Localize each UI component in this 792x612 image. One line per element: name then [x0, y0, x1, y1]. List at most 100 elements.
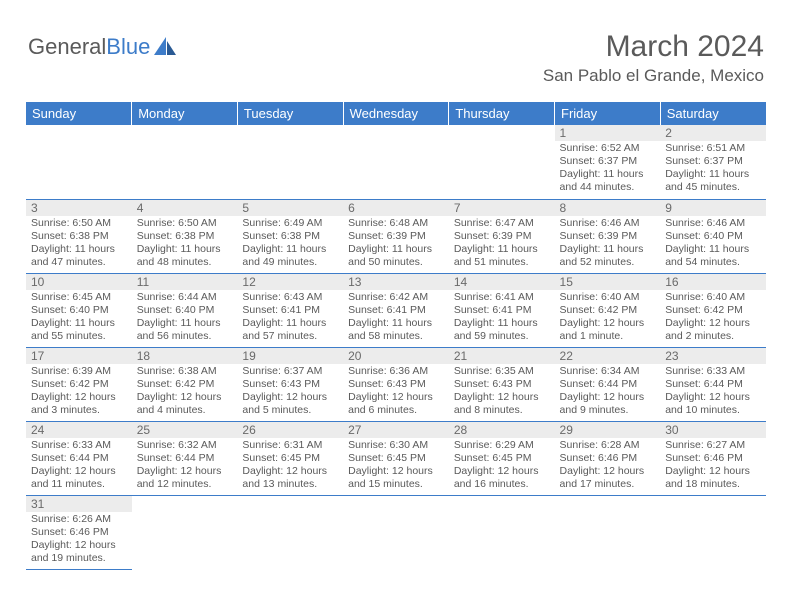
location: San Pablo el Grande, Mexico — [543, 66, 764, 86]
calendar-cell — [237, 495, 343, 569]
day-header: Sunday — [26, 102, 132, 125]
sunrise-text: Sunrise: 6:50 AM — [31, 217, 127, 230]
calendar-cell: 25Sunrise: 6:32 AMSunset: 6:44 PMDayligh… — [132, 421, 238, 495]
sunrise-text: Sunrise: 6:47 AM — [454, 217, 550, 230]
sunset-text: Sunset: 6:44 PM — [137, 452, 233, 465]
day-content: Sunrise: 6:47 AMSunset: 6:39 PMDaylight:… — [449, 216, 555, 273]
day-number: 30 — [660, 422, 766, 438]
day-content: Sunrise: 6:52 AMSunset: 6:37 PMDaylight:… — [555, 141, 661, 198]
sunrise-text: Sunrise: 6:37 AM — [242, 365, 338, 378]
day-header: Saturday — [660, 102, 766, 125]
calendar-cell — [343, 495, 449, 569]
sunrise-text: Sunrise: 6:33 AM — [31, 439, 127, 452]
daylight-text: Daylight: 12 hours and 8 minutes. — [454, 391, 550, 417]
calendar-cell: 16Sunrise: 6:40 AMSunset: 6:42 PMDayligh… — [660, 273, 766, 347]
day-content: Sunrise: 6:27 AMSunset: 6:46 PMDaylight:… — [660, 438, 766, 495]
sunset-text: Sunset: 6:44 PM — [560, 378, 656, 391]
calendar-cell — [449, 125, 555, 199]
sunrise-text: Sunrise: 6:26 AM — [31, 513, 127, 526]
sunrise-text: Sunrise: 6:30 AM — [348, 439, 444, 452]
day-number: 21 — [449, 348, 555, 364]
calendar-cell: 2Sunrise: 6:51 AMSunset: 6:37 PMDaylight… — [660, 125, 766, 199]
sunset-text: Sunset: 6:42 PM — [31, 378, 127, 391]
calendar-cell: 27Sunrise: 6:30 AMSunset: 6:45 PMDayligh… — [343, 421, 449, 495]
calendar-cell: 14Sunrise: 6:41 AMSunset: 6:41 PMDayligh… — [449, 273, 555, 347]
day-content: Sunrise: 6:36 AMSunset: 6:43 PMDaylight:… — [343, 364, 449, 421]
sunrise-text: Sunrise: 6:34 AM — [560, 365, 656, 378]
daylight-text: Daylight: 12 hours and 13 minutes. — [242, 465, 338, 491]
daylight-text: Daylight: 12 hours and 5 minutes. — [242, 391, 338, 417]
sunset-text: Sunset: 6:38 PM — [137, 230, 233, 243]
sunrise-text: Sunrise: 6:41 AM — [454, 291, 550, 304]
day-number: 17 — [26, 348, 132, 364]
daylight-text: Daylight: 12 hours and 17 minutes. — [560, 465, 656, 491]
sunset-text: Sunset: 6:42 PM — [665, 304, 761, 317]
sunset-text: Sunset: 6:45 PM — [454, 452, 550, 465]
daylight-text: Daylight: 11 hours and 56 minutes. — [137, 317, 233, 343]
day-content: Sunrise: 6:33 AMSunset: 6:44 PMDaylight:… — [660, 364, 766, 421]
calendar-cell — [26, 125, 132, 199]
day-number: 23 — [660, 348, 766, 364]
day-content: Sunrise: 6:45 AMSunset: 6:40 PMDaylight:… — [26, 290, 132, 347]
sunrise-text: Sunrise: 6:32 AM — [137, 439, 233, 452]
day-content: Sunrise: 6:50 AMSunset: 6:38 PMDaylight:… — [26, 216, 132, 273]
calendar-cell: 9Sunrise: 6:46 AMSunset: 6:40 PMDaylight… — [660, 199, 766, 273]
day-number: 7 — [449, 200, 555, 216]
day-content: Sunrise: 6:51 AMSunset: 6:37 PMDaylight:… — [660, 141, 766, 198]
daylight-text: Daylight: 12 hours and 2 minutes. — [665, 317, 761, 343]
sunrise-text: Sunrise: 6:35 AM — [454, 365, 550, 378]
daylight-text: Daylight: 11 hours and 48 minutes. — [137, 243, 233, 269]
calendar-row: 1Sunrise: 6:52 AMSunset: 6:37 PMDaylight… — [26, 125, 766, 199]
day-content: Sunrise: 6:35 AMSunset: 6:43 PMDaylight:… — [449, 364, 555, 421]
day-content: Sunrise: 6:37 AMSunset: 6:43 PMDaylight:… — [237, 364, 343, 421]
day-number: 6 — [343, 200, 449, 216]
calendar-cell: 3Sunrise: 6:50 AMSunset: 6:38 PMDaylight… — [26, 199, 132, 273]
daylight-text: Daylight: 12 hours and 4 minutes. — [137, 391, 233, 417]
calendar-cell: 5Sunrise: 6:49 AMSunset: 6:38 PMDaylight… — [237, 199, 343, 273]
daylight-text: Daylight: 11 hours and 51 minutes. — [454, 243, 550, 269]
day-number: 8 — [555, 200, 661, 216]
daylight-text: Daylight: 11 hours and 49 minutes. — [242, 243, 338, 269]
daylight-text: Daylight: 12 hours and 10 minutes. — [665, 391, 761, 417]
calendar-cell: 11Sunrise: 6:44 AMSunset: 6:40 PMDayligh… — [132, 273, 238, 347]
calendar-cell: 22Sunrise: 6:34 AMSunset: 6:44 PMDayligh… — [555, 347, 661, 421]
sunset-text: Sunset: 6:40 PM — [31, 304, 127, 317]
header: GeneralBlue March 2024 San Pablo el Gran… — [0, 0, 792, 94]
sunset-text: Sunset: 6:41 PM — [242, 304, 338, 317]
sunset-text: Sunset: 6:39 PM — [560, 230, 656, 243]
daylight-text: Daylight: 12 hours and 3 minutes. — [31, 391, 127, 417]
sunrise-text: Sunrise: 6:44 AM — [137, 291, 233, 304]
day-header: Monday — [132, 102, 238, 125]
daylight-text: Daylight: 11 hours and 58 minutes. — [348, 317, 444, 343]
day-content: Sunrise: 6:26 AMSunset: 6:46 PMDaylight:… — [26, 512, 132, 569]
calendar-cell — [660, 495, 766, 569]
day-content: Sunrise: 6:32 AMSunset: 6:44 PMDaylight:… — [132, 438, 238, 495]
day-number: 25 — [132, 422, 238, 438]
daylight-text: Daylight: 11 hours and 54 minutes. — [665, 243, 761, 269]
logo: GeneralBlue — [28, 34, 180, 60]
sunrise-text: Sunrise: 6:43 AM — [242, 291, 338, 304]
sunset-text: Sunset: 6:46 PM — [31, 526, 127, 539]
daylight-text: Daylight: 11 hours and 44 minutes. — [560, 168, 656, 194]
day-number: 15 — [555, 274, 661, 290]
sunset-text: Sunset: 6:45 PM — [348, 452, 444, 465]
sunrise-text: Sunrise: 6:50 AM — [137, 217, 233, 230]
sunset-text: Sunset: 6:42 PM — [137, 378, 233, 391]
daylight-text: Daylight: 11 hours and 55 minutes. — [31, 317, 127, 343]
day-content: Sunrise: 6:29 AMSunset: 6:45 PMDaylight:… — [449, 438, 555, 495]
daylight-text: Daylight: 12 hours and 15 minutes. — [348, 465, 444, 491]
month-title: March 2024 — [543, 30, 764, 64]
sunset-text: Sunset: 6:43 PM — [348, 378, 444, 391]
calendar-cell: 8Sunrise: 6:46 AMSunset: 6:39 PMDaylight… — [555, 199, 661, 273]
calendar-cell: 29Sunrise: 6:28 AMSunset: 6:46 PMDayligh… — [555, 421, 661, 495]
daylight-text: Daylight: 11 hours and 57 minutes. — [242, 317, 338, 343]
day-content: Sunrise: 6:42 AMSunset: 6:41 PMDaylight:… — [343, 290, 449, 347]
sunrise-text: Sunrise: 6:39 AM — [31, 365, 127, 378]
day-number: 27 — [343, 422, 449, 438]
day-number: 24 — [26, 422, 132, 438]
sunset-text: Sunset: 6:43 PM — [242, 378, 338, 391]
calendar-cell: 1Sunrise: 6:52 AMSunset: 6:37 PMDaylight… — [555, 125, 661, 199]
calendar-cell: 28Sunrise: 6:29 AMSunset: 6:45 PMDayligh… — [449, 421, 555, 495]
daylight-text: Daylight: 11 hours and 45 minutes. — [665, 168, 761, 194]
sunset-text: Sunset: 6:40 PM — [665, 230, 761, 243]
